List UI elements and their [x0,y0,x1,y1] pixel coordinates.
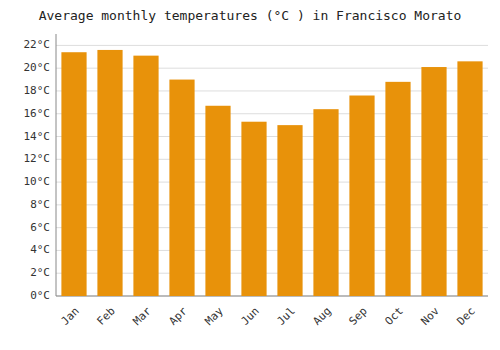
y-tick-label: 8°C [30,198,50,211]
y-tick-label: 16°C [24,107,51,120]
x-tick-label: Jun [239,305,262,328]
bar [205,106,230,296]
y-tick-label: 0°C [30,289,50,302]
bar [133,56,158,296]
x-tick-label: Feb [95,305,118,328]
bar [457,61,482,296]
bar [313,109,338,296]
bar [385,82,410,296]
bars [61,50,482,296]
bar [97,50,122,296]
title: Average monthly temperatures (°C ) in Fr… [39,8,462,23]
x-tick-label: Sep [347,305,370,328]
y-grid [56,45,488,296]
x-tick-label: May [203,304,227,328]
bar [421,67,446,296]
y-axis-line [56,34,57,296]
y-tick-label: 22°C [24,38,51,51]
x-tick-label: Dec [455,305,478,328]
x-tick-label: Oct [383,305,406,328]
bar [241,122,266,296]
x-tick-label: Jul [275,305,298,328]
chart-container: 0°C 2°C 4°C 6°C 8°C 10°C 12°C 14°C 16°C 18°C 20°C 2… [0,0,500,350]
bar [61,52,86,296]
y-tick-label: 10°C [24,175,51,188]
y-tick-label: 2°C [30,266,50,279]
x-tick-label: Jan [59,305,82,328]
x-tick-label: Nov [419,304,443,328]
y-tick-label: 14°C [24,130,51,143]
y-tick-label: 4°C [30,243,50,256]
bar [349,96,374,296]
y-tick-label: 12°C [24,152,51,165]
y-tick-label: 6°C [30,221,50,234]
bar [169,80,194,296]
y-tick-label: 18°C [24,84,51,97]
x-tick-label: Mar [131,304,155,328]
chart: 0°C 2°C 4°C 6°C 8°C 10°C 12°C 14°C 16°C 18°C 20°C 2… [0,0,500,350]
grid-line [56,45,488,46]
x-tick-label: Apr [167,304,191,328]
y-tick-label: 20°C [24,61,51,74]
x-tick-label: Aug [311,305,334,328]
bar [277,125,302,296]
